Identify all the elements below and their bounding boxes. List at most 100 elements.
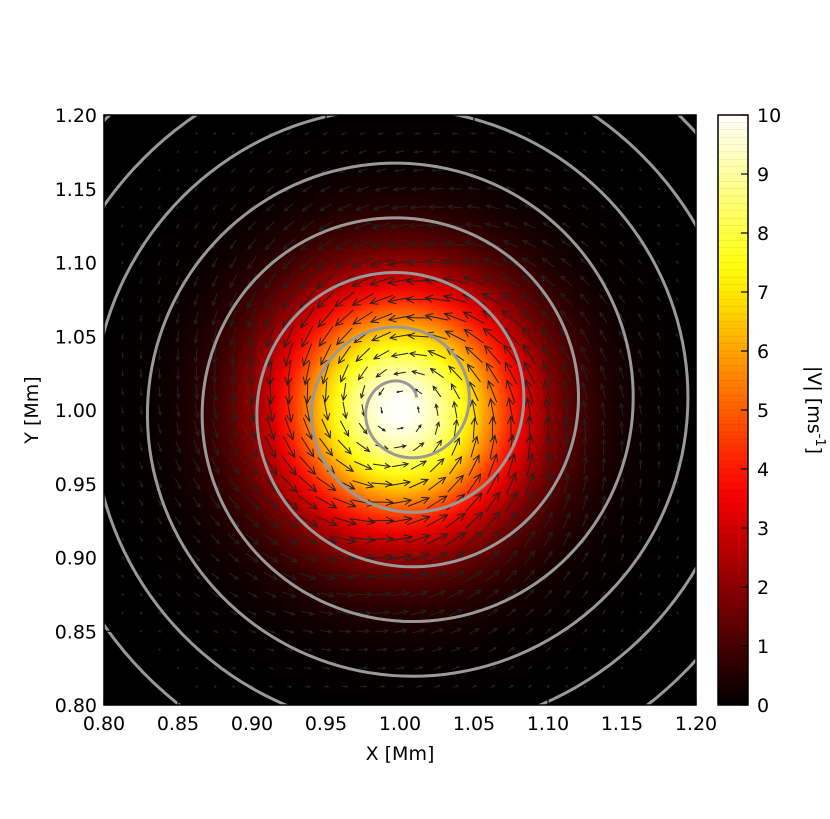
velocity-arrow [637,295,643,303]
velocity-arrow [231,132,235,136]
velocity-arrow [229,591,239,598]
velocity-arrow [432,439,443,454]
velocity-arrow [232,685,236,688]
velocity-arrow [300,307,315,329]
velocity-arrow [618,294,626,304]
velocity-arrow [506,627,516,635]
velocity-arrow [157,517,163,525]
velocity-arrow [193,573,201,580]
velocity-arrow [619,402,624,417]
velocity-arrow [620,150,624,154]
velocity-arrow [523,550,536,565]
velocity-arrow [121,537,125,542]
velocity-arrow [599,311,608,324]
velocity-arrow [463,328,484,344]
velocity-arrow [212,610,219,616]
velocity-arrow [175,459,182,472]
velocity-arrow [195,132,198,135]
velocity-arrow [448,609,464,617]
velocity-arrow [121,351,124,359]
velocity-arrow [657,205,661,209]
velocity-arrow [358,647,370,652]
velocity-arrow [157,460,162,471]
velocity-arrow [285,398,294,423]
velocity-arrow [639,647,642,651]
velocity-arrow [229,327,237,347]
velocity-arrow [303,380,312,405]
velocity-arrow [388,241,411,249]
velocity-arrow [284,416,295,441]
velocity-arrow [139,443,144,452]
velocity-arrow [485,491,500,513]
velocity-arrow [520,292,538,307]
velocity-arrow [157,386,162,398]
velocity-arrow [618,241,625,247]
velocity-arrow [378,685,386,688]
velocity-arrow [657,423,661,433]
velocity-arrow [157,295,161,305]
velocity-arrow [192,477,201,491]
velocity-arrow [599,329,608,343]
velocity-arrow [335,458,355,472]
velocity-arrow [193,347,199,364]
velocity-arrow [335,327,353,346]
velocity-arrow [370,240,392,249]
velocity-arrow [424,312,449,321]
velocity-arrow [393,371,406,376]
velocity-arrow [501,292,521,307]
velocity-arrow [267,666,274,670]
velocity-arrow [488,415,497,440]
velocity-arrow [302,629,314,634]
velocity-arrow [410,609,428,616]
velocity-arrow [356,441,371,453]
velocity-arrow [157,259,161,267]
velocity-arrow [408,222,428,230]
velocity-arrow [245,494,260,511]
velocity-arrow [637,277,643,284]
velocity-arrow [638,223,643,228]
velocity-arrow [280,474,298,494]
velocity-arrow [657,592,661,596]
velocity-arrow [213,685,218,688]
x-tick-label: 0.85 [157,713,199,735]
velocity-arrow [121,593,125,596]
velocity-arrow [139,461,144,470]
velocity-arrow [676,554,679,560]
velocity-arrow [447,589,465,599]
velocity-arrow [545,132,550,135]
velocity-arrow [175,294,180,305]
velocity-arrow [213,648,218,652]
velocity-arrow [639,572,643,579]
velocity-arrow [524,491,535,513]
velocity-arrow [286,685,293,688]
velocity-arrow [304,131,310,136]
velocity-arrow [139,187,143,191]
velocity-arrow [523,361,536,384]
velocity-arrow [175,330,180,343]
velocity-arrow [121,388,124,396]
velocity-arrow [139,424,144,434]
velocity-arrow [380,406,384,415]
velocity-arrow [176,205,180,210]
velocity-arrow [601,494,607,509]
velocity-arrow [466,363,481,383]
velocity-arrow [618,348,625,361]
velocity-arrow [228,553,240,563]
velocity-arrow [487,608,499,617]
x-tick-label: 0.80 [83,713,125,735]
velocity-arrow [581,204,588,210]
velocity-arrow [139,296,143,304]
velocity-arrow [546,684,551,688]
velocity-arrow [411,370,425,376]
velocity-arrow [317,308,335,328]
velocity-arrow [601,571,606,580]
velocity-arrow [212,400,219,421]
velocity-arrow [335,591,355,598]
velocity-arrow [489,665,497,671]
velocity-arrow [546,666,551,670]
velocity-arrow [210,495,221,510]
velocity-arrow [283,203,294,212]
velocity-arrow [413,647,425,652]
velocity-arrow [526,627,534,635]
velocity-arrow [139,518,144,524]
